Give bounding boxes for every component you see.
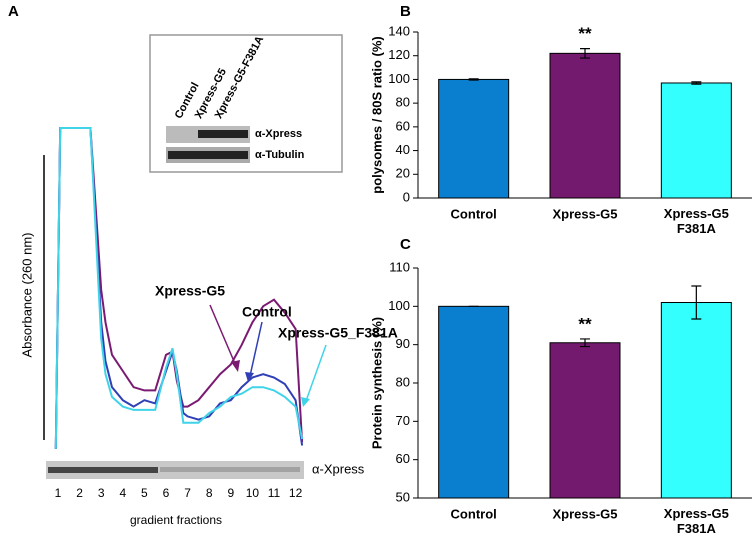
y-tick-label: 100 — [388, 298, 410, 313]
x-tick-label: 12 — [289, 486, 303, 500]
x-tick-label: 11 — [268, 486, 281, 500]
inset-band — [168, 151, 248, 159]
x-tick-label: 7 — [184, 486, 191, 500]
trace-label: Xpress-G5 — [155, 283, 225, 299]
fraction-band — [160, 467, 300, 472]
y-tick-label: 80 — [396, 95, 410, 110]
error-bar — [691, 81, 702, 85]
y-tick-label: 20 — [396, 166, 410, 181]
blot-label: α-Xpress — [312, 461, 365, 476]
arrowhead — [231, 360, 240, 372]
x-tick-label: 3 — [98, 486, 105, 500]
y-axis-label: Protein synthesis (%) — [369, 317, 384, 449]
significance: ** — [578, 314, 592, 333]
y-tick-label: 70 — [396, 413, 410, 428]
x-tick-label: 4 — [119, 486, 126, 500]
y-tick-label: 40 — [396, 142, 410, 157]
trace — [54, 127, 304, 449]
panel-label: A — [8, 3, 19, 20]
y-tick-label: 100 — [388, 71, 410, 86]
bar — [549, 342, 621, 499]
y-tick-label: 0 — [403, 189, 410, 204]
x-axis-label: gradient fractions — [130, 513, 222, 527]
x-tick-label: 10 — [246, 486, 260, 500]
error-bar — [580, 48, 590, 59]
inset-frame — [149, 34, 343, 173]
inset-row-label: α-Xpress — [255, 128, 302, 140]
y-axis-label: Absorbance (260 nm) — [19, 232, 34, 357]
inset-band — [198, 130, 248, 138]
x-tick-label: Xpress-G5 F381A — [664, 206, 729, 236]
x-tick-label: 9 — [227, 486, 234, 500]
y-tick-label: 140 — [388, 23, 410, 38]
panel-label: B — [400, 3, 411, 20]
x-tick-label: Control — [451, 206, 497, 221]
y-tick-label: 90 — [396, 336, 410, 351]
x-tick-label: 6 — [163, 486, 170, 500]
x-tick-label: Xpress-G5 F381A — [664, 506, 729, 536]
trace-label: Control — [242, 304, 292, 320]
error-bar — [580, 338, 590, 348]
error-bar — [691, 285, 702, 320]
inset-row-label: α-Tubulin — [255, 149, 305, 161]
bar — [438, 305, 510, 499]
arrow — [209, 304, 237, 367]
error-bar — [468, 78, 479, 81]
bar — [660, 82, 732, 199]
arrow — [305, 344, 327, 402]
arrowhead — [301, 397, 310, 407]
y-tick-label: 110 — [389, 259, 410, 274]
y-tick-label: 120 — [388, 47, 410, 62]
x-tick-label: 5 — [141, 486, 148, 500]
bar — [660, 302, 732, 499]
y-axis-label: polysomes / 80S ratio (%) — [369, 36, 384, 194]
x-tick-label: Xpress-G5 — [552, 206, 617, 221]
x-tick-label: Xpress-G5 — [552, 506, 617, 521]
y-tick-label: 60 — [396, 451, 410, 466]
trace-label: Xpress-G5_F381A — [278, 325, 398, 341]
panel-label: C — [400, 236, 411, 253]
y-tick-label: 50 — [396, 489, 410, 504]
x-tick-label: 8 — [206, 486, 213, 500]
arrow — [249, 321, 263, 377]
bar — [438, 78, 510, 199]
bar — [549, 52, 621, 199]
arrowhead — [245, 372, 254, 382]
x-tick-label: Control — [451, 506, 497, 521]
fraction-band — [48, 467, 158, 473]
x-tick-label: 2 — [76, 486, 83, 500]
significance: ** — [578, 24, 592, 43]
y-tick-label: 60 — [396, 118, 410, 133]
y-tick-label: 80 — [396, 374, 410, 389]
x-tick-label: 1 — [55, 486, 62, 500]
